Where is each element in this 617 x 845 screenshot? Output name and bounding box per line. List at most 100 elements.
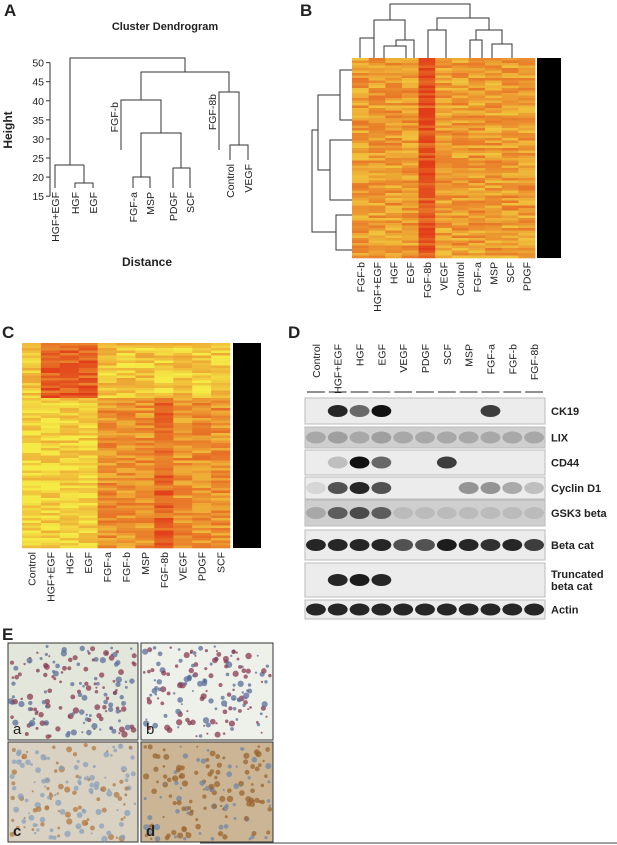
heat-cell xyxy=(211,485,231,489)
heat-cell xyxy=(154,358,174,361)
heat-cell xyxy=(173,535,193,539)
cell xyxy=(149,693,153,697)
heat-cell xyxy=(501,68,519,71)
heat-cell xyxy=(418,193,436,196)
heat-cell xyxy=(485,233,503,236)
heat-cell xyxy=(352,230,369,234)
cell xyxy=(203,806,207,810)
heat-cell xyxy=(418,95,436,99)
heat-cell xyxy=(485,93,503,96)
heat-cell xyxy=(192,430,212,434)
heat-cell xyxy=(135,353,155,356)
heat-cell xyxy=(368,83,386,86)
heat-cell xyxy=(385,138,403,141)
cell xyxy=(104,776,107,779)
heat-cell xyxy=(385,103,403,106)
heat-cell xyxy=(154,523,174,526)
heat-cell xyxy=(468,195,486,199)
heat-cell xyxy=(173,460,193,464)
heat-cell xyxy=(135,480,155,484)
cell xyxy=(164,835,170,841)
cell xyxy=(259,712,263,716)
heat-cell xyxy=(352,250,369,254)
heat-cell xyxy=(116,460,136,464)
heat-cell xyxy=(97,488,117,491)
heat-cell xyxy=(40,413,61,416)
heat-cell xyxy=(485,208,503,211)
heat-cell xyxy=(173,395,193,399)
heat-cell xyxy=(401,240,419,244)
heat-cell xyxy=(173,515,193,519)
heat-cell xyxy=(501,105,519,109)
heat-cell xyxy=(192,503,212,506)
heat-cell xyxy=(97,458,117,461)
cell xyxy=(199,780,205,786)
heat-cell xyxy=(59,525,80,529)
cell xyxy=(45,644,49,648)
heat-cell xyxy=(135,468,155,471)
heat-cell xyxy=(59,490,80,494)
heat-cell xyxy=(22,455,42,459)
heat-cell xyxy=(485,113,503,116)
heat-cell xyxy=(468,90,486,94)
heat-cell xyxy=(173,520,193,524)
heat-cell xyxy=(40,430,61,434)
heat-cell xyxy=(78,455,98,459)
heat-cell xyxy=(192,508,212,511)
heat-cell xyxy=(451,100,469,104)
heat-cell xyxy=(401,145,419,149)
heat-cell xyxy=(192,363,212,366)
heat-cell xyxy=(485,185,503,189)
cell xyxy=(106,830,112,836)
heat-cell xyxy=(501,180,519,184)
heat-cell xyxy=(211,365,231,369)
heat-cell xyxy=(135,510,155,514)
cell xyxy=(224,719,229,724)
heat-cell xyxy=(173,443,193,446)
heat-cell xyxy=(40,343,61,346)
heat-cell xyxy=(385,165,403,169)
cell xyxy=(31,790,34,793)
heat-cell xyxy=(192,398,212,401)
cell xyxy=(264,836,268,840)
cell xyxy=(59,808,66,815)
heat-cell xyxy=(22,418,42,421)
heat-cell xyxy=(173,350,193,354)
heat-cell xyxy=(451,233,469,236)
heat-cell xyxy=(418,75,436,79)
heat-cell xyxy=(173,348,193,351)
heat-cell xyxy=(173,475,193,479)
heat-cell xyxy=(501,140,519,144)
heat-cell xyxy=(468,65,486,69)
heat-cell xyxy=(352,205,369,209)
heat-cell xyxy=(40,383,61,386)
heat-cell xyxy=(135,540,155,544)
heat-cell xyxy=(40,363,61,366)
heat-cell xyxy=(401,243,419,246)
heat-cell xyxy=(59,430,80,434)
heat-cell xyxy=(468,63,486,66)
heat-cell xyxy=(518,95,536,99)
heat-cell xyxy=(518,248,536,251)
band xyxy=(327,574,348,586)
heat-cell xyxy=(435,75,453,79)
heat-cell xyxy=(501,135,519,139)
heat-cell xyxy=(78,510,98,514)
heat-cell xyxy=(173,445,193,449)
heat-cell xyxy=(97,395,117,399)
heat-cell xyxy=(385,63,403,66)
heat-cell xyxy=(501,210,519,214)
heat-cell xyxy=(211,515,231,519)
cell xyxy=(66,818,73,825)
heat-cell xyxy=(418,150,436,154)
cell xyxy=(95,808,102,816)
heat-cell xyxy=(78,468,98,471)
cell xyxy=(99,823,105,829)
heat-cell xyxy=(352,120,369,124)
cell xyxy=(162,815,165,819)
heat-cell xyxy=(116,343,136,346)
heat-cell xyxy=(485,98,503,101)
heat-cell xyxy=(451,228,469,231)
heat-cell xyxy=(59,348,80,351)
heat-cell xyxy=(59,540,80,544)
